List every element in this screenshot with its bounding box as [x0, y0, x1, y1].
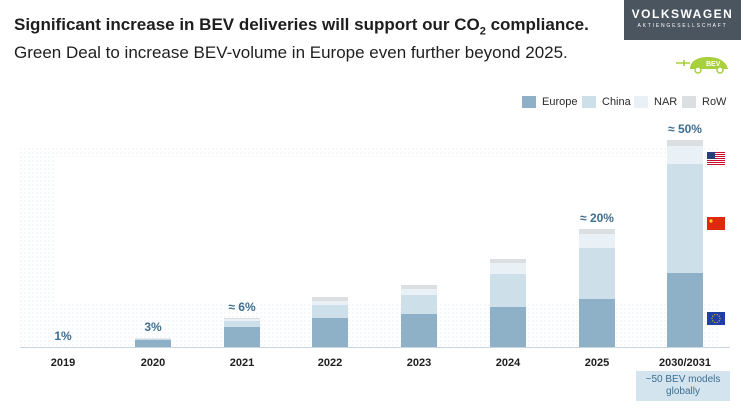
bar-europe-2020	[135, 340, 171, 347]
eu-flag-icon	[707, 312, 725, 325]
legend-swatch	[682, 96, 696, 108]
volkswagen-logo: VOLKSWAGEN AKTIENGESELLSCHAFT	[624, 0, 741, 40]
legend-swatch	[522, 96, 536, 108]
bar-nar-2023	[401, 289, 437, 295]
bar-china-2022	[312, 305, 348, 318]
bar-row-2020	[135, 338, 171, 339]
bar-row-2030/2031	[667, 140, 703, 146]
bar-europe-2023	[401, 314, 437, 347]
x-tick-label: 2025	[585, 357, 609, 369]
x-tick-label: 2020	[141, 357, 165, 369]
title-rest-text: Green Deal to increase BEV-volume in Eur…	[14, 43, 568, 63]
bev-car-icon: BEV	[676, 57, 728, 74]
plot-inner-panel	[54, 157, 730, 304]
bar-china-2030/2031	[667, 164, 703, 273]
page-title: Significant increase in BEV deliveries w…	[14, 14, 614, 63]
bar-share-label: ≈ 20%	[580, 211, 614, 225]
bar-china-2024	[490, 274, 526, 307]
bev-badge-text: BEV	[706, 61, 721, 68]
bar-row-2022	[312, 297, 348, 301]
logo-name: VOLKSWAGEN	[631, 7, 734, 21]
legend-swatch	[634, 96, 648, 108]
china-flag-icon	[707, 217, 725, 230]
bar-europe-2030/2031	[667, 273, 703, 347]
title-bold-end: compliance.	[485, 15, 589, 34]
x-tick-label: 2030/2031	[659, 357, 711, 369]
legend-label: RoW	[702, 96, 727, 108]
bar-china-2020	[135, 339, 171, 340]
x-tick-label: 2022	[318, 357, 342, 369]
x-tick-label: 2021	[230, 357, 254, 369]
bar-share-label: 3%	[144, 320, 162, 334]
bar-row-2023	[401, 285, 437, 289]
legend-label: China	[602, 96, 631, 108]
bar-nar-2022	[312, 301, 348, 305]
bar-share-label: ≈ 50%	[668, 122, 702, 136]
x-tick-label: 2019	[51, 357, 75, 369]
bar-china-2021	[224, 321, 260, 327]
bar-nar-2025	[579, 234, 615, 248]
legend-label: NAR	[654, 96, 678, 108]
x-tick-label: 2023	[407, 357, 431, 369]
bar-row-2021	[224, 318, 260, 319]
bar-nar-2021	[224, 319, 260, 321]
bar-row-2024	[490, 259, 526, 263]
title-subscript: 2	[479, 25, 486, 38]
bar-nar-2020	[135, 338, 171, 339]
bar-row-2025	[579, 229, 615, 234]
bar-europe-2021	[224, 327, 260, 347]
bar-europe-2025	[579, 299, 615, 347]
bar-share-label: ≈ 6%	[228, 300, 256, 314]
bar-china-2023	[401, 295, 437, 314]
footnote-bev-models: ~50 BEV models globally	[636, 371, 730, 401]
legend-swatch	[582, 96, 596, 108]
title-bold-text: Significant increase in BEV deliveries w…	[14, 15, 480, 34]
legend-label: Europe	[542, 96, 578, 108]
bar-china-2025	[579, 248, 615, 299]
bar-nar-2024	[490, 263, 526, 274]
logo-subtitle: AKTIENGESELLSCHAFT	[637, 23, 728, 29]
bar-share-label: 1%	[54, 329, 72, 343]
bar-europe-2024	[490, 307, 526, 347]
bar-nar-2030/2031	[667, 146, 703, 164]
x-tick-label: 2024	[496, 357, 521, 369]
bar-europe-2022	[312, 318, 348, 347]
us-flag-icon	[707, 152, 725, 166]
